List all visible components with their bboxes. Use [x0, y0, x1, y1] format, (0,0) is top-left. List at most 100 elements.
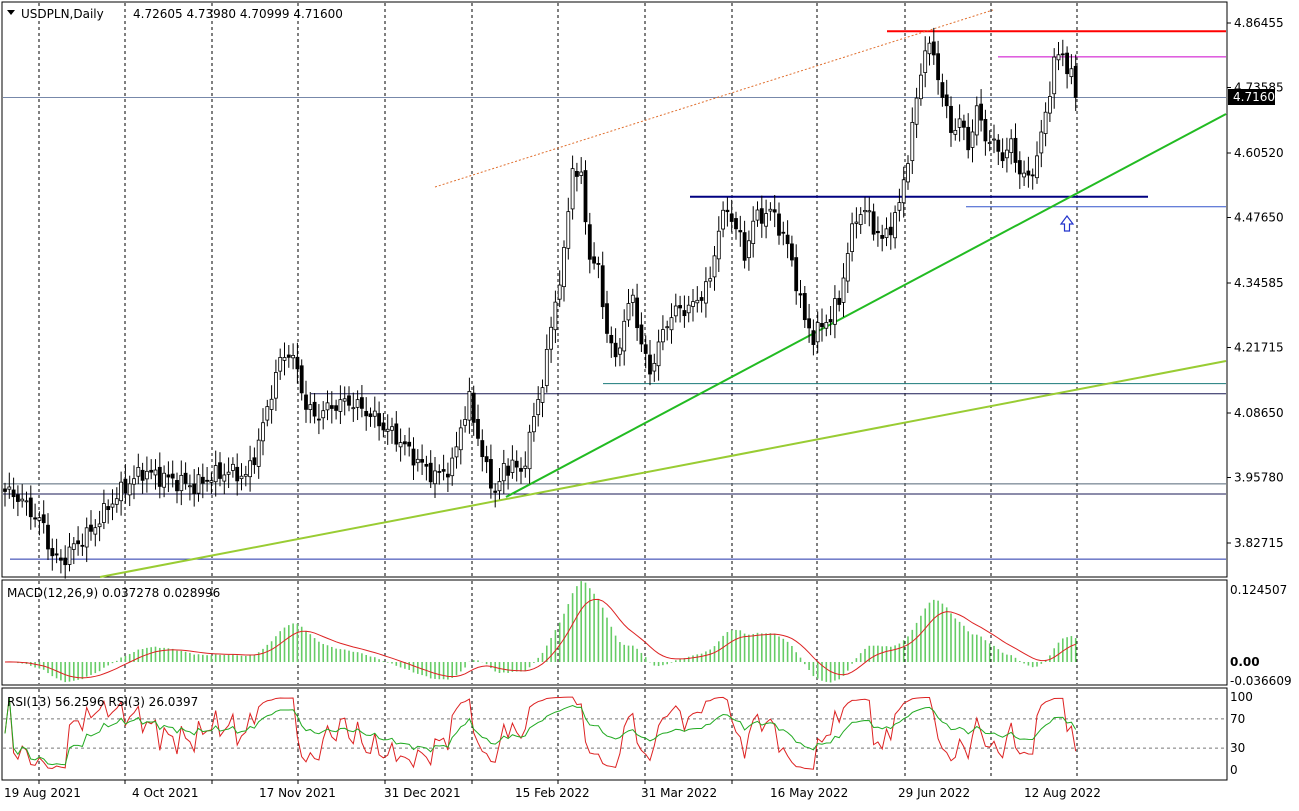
candle-body — [295, 356, 300, 370]
main-panel-frame — [1, 1, 1228, 578]
candle-body — [497, 481, 502, 492]
candle-body — [192, 483, 197, 495]
candle-body — [824, 322, 829, 329]
candle-body — [243, 474, 248, 477]
date-tick-label: 12 Aug 2022 — [1024, 786, 1101, 800]
macd-tick-label: -0.036609 — [1230, 674, 1292, 688]
candle-body — [59, 557, 63, 561]
candle-body — [390, 426, 394, 431]
candle-body — [643, 344, 648, 354]
date-tick-label: 17 Nov 2021 — [259, 786, 336, 800]
candle-body — [338, 399, 343, 412]
candle-body — [742, 232, 747, 261]
candle-body — [299, 365, 304, 394]
candle-body — [153, 469, 158, 476]
candle-body — [1043, 111, 1048, 134]
candle-body — [157, 466, 162, 487]
candle-body — [544, 348, 549, 386]
candle-body — [897, 202, 902, 211]
candle-body — [772, 209, 777, 213]
candle-body — [273, 372, 278, 399]
candle-body — [729, 213, 734, 222]
candle-body — [445, 473, 450, 478]
candle-body — [923, 50, 928, 73]
candle-body — [880, 235, 885, 239]
candle-body — [93, 527, 98, 535]
candle-body — [50, 548, 55, 557]
candle-body — [359, 397, 364, 409]
candle-body — [566, 211, 571, 249]
candle-body — [269, 398, 274, 410]
candle-body — [927, 42, 932, 55]
candle-body — [1060, 53, 1065, 56]
symbol-label: USDPLN,Daily — [21, 7, 104, 21]
candle-body — [1052, 56, 1057, 95]
candle-body — [790, 243, 794, 261]
candle-body — [992, 138, 996, 141]
candle-body — [179, 474, 184, 492]
candle-body — [54, 553, 59, 556]
macd-tick-label: 0.124507 — [1230, 583, 1287, 597]
candle-body — [747, 240, 751, 259]
candle-body — [906, 163, 910, 183]
candle-body — [196, 474, 201, 494]
candle-body — [114, 498, 119, 505]
candle-body — [833, 298, 837, 325]
candle-body — [682, 310, 687, 317]
candle-body — [815, 322, 820, 343]
dropdown-triangle-icon[interactable] — [7, 10, 15, 15]
candle-body — [256, 439, 261, 467]
rsi-tick-label: 0 — [1230, 763, 1238, 777]
candle-body — [575, 171, 579, 177]
candle-body — [630, 294, 635, 303]
candle-body — [940, 82, 945, 98]
candle-body — [368, 413, 373, 418]
candle-body — [1048, 96, 1052, 114]
candle-body — [867, 210, 872, 213]
price-tick-label: 3.82715 — [1234, 536, 1284, 550]
candle-body — [209, 480, 214, 483]
candle-body — [931, 41, 936, 56]
candle-body — [979, 103, 983, 121]
candle-body — [11, 489, 16, 498]
candle-body — [132, 478, 136, 485]
candle-body — [751, 220, 756, 244]
candle-body — [437, 471, 442, 473]
date-tick-label: 19 Aug 2021 — [4, 786, 81, 800]
price-tick-label: 4.08650 — [1234, 406, 1284, 420]
candle-body — [312, 401, 317, 417]
green-uptrend — [505, 113, 1227, 498]
candle-body — [334, 405, 339, 411]
candle-body — [716, 230, 721, 260]
candle-body — [837, 297, 842, 305]
candle-body — [501, 463, 506, 482]
candle-body — [536, 399, 541, 416]
candle-body — [286, 354, 291, 358]
current-price-badge — [1228, 89, 1275, 105]
candle-body — [15, 494, 20, 502]
candle-body — [953, 129, 958, 135]
candle-body — [983, 118, 988, 142]
candle-body — [265, 406, 270, 421]
candle-body — [845, 253, 850, 282]
candle-body — [347, 395, 351, 406]
candle-body — [381, 422, 386, 431]
candle-body — [458, 427, 463, 451]
candle-body — [144, 470, 149, 480]
candle-body — [605, 303, 609, 334]
price-tick-label: 4.47650 — [1234, 211, 1284, 225]
candle-body — [140, 469, 145, 481]
candle-body — [355, 399, 360, 408]
candle-body — [162, 472, 167, 488]
candle-body — [183, 472, 188, 484]
price-tick-label: 3.95780 — [1234, 471, 1284, 485]
rsi-panel-frame — [1, 687, 1228, 781]
candle-body — [613, 342, 618, 358]
candle-body — [936, 53, 940, 81]
candle-body — [308, 404, 313, 410]
candle-body — [888, 226, 893, 236]
candle-body — [910, 122, 915, 162]
candle-body — [71, 543, 76, 550]
candle-body — [467, 390, 472, 421]
